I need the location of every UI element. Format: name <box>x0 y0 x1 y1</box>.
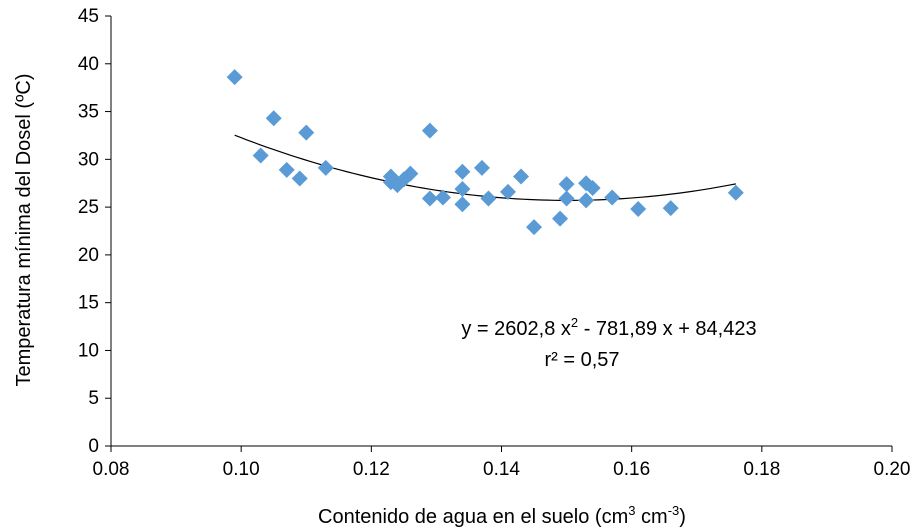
plot-area <box>110 16 892 447</box>
x-tick-label: 0.14 <box>483 459 520 480</box>
x-tick-label: 0.20 <box>874 459 911 480</box>
r-squared-label: r² = 0,57 <box>544 349 619 371</box>
y-tick-label: 0 <box>88 436 99 457</box>
x-tick-label: 0.18 <box>743 459 780 480</box>
y-tick-label: 20 <box>78 245 99 266</box>
data-point <box>454 180 471 197</box>
x-axis-title: Contenido de agua en el suelo (cm3 cm-3) <box>318 503 686 528</box>
y-tick-label: 5 <box>88 388 99 409</box>
data-point <box>558 190 575 207</box>
y-tick-label: 15 <box>78 293 99 314</box>
x-tick-label: 0.12 <box>353 459 390 480</box>
data-point <box>421 122 438 139</box>
data-point <box>402 165 419 182</box>
y-tick-label: 45 <box>78 6 99 27</box>
data-point <box>473 159 490 176</box>
data-point <box>526 219 543 236</box>
x-tick-label: 0.10 <box>223 459 260 480</box>
y-axis-ticks: 0 5 10 15 20 25 30 35 40 45 <box>78 6 111 457</box>
data-point <box>421 190 438 207</box>
data-point <box>662 200 679 217</box>
data-point <box>500 183 517 200</box>
y-tick-label: 30 <box>78 149 99 170</box>
data-point <box>604 189 621 206</box>
data-point <box>298 124 315 141</box>
data-point <box>252 147 269 164</box>
data-point <box>454 196 471 213</box>
data-point <box>480 190 497 207</box>
data-point <box>434 189 451 206</box>
data-points <box>226 69 744 236</box>
data-point <box>584 180 601 196</box>
data-point <box>513 168 530 185</box>
y-tick-label: 40 <box>78 54 99 75</box>
data-point <box>278 161 295 178</box>
y-tick-label: 25 <box>78 197 99 218</box>
data-point <box>558 176 575 193</box>
trendline-equation: y = 2602,8 x2 - 781,89 x + 84,423 <box>461 315 756 340</box>
data-point <box>727 184 744 201</box>
x-tick-label: 0.16 <box>613 459 650 480</box>
y-tick-label: 10 <box>78 340 99 361</box>
x-axis-ticks: 0.08 0.10 0.12 0.14 0.16 0.18 0.20 <box>93 446 911 480</box>
data-point <box>317 159 334 176</box>
x-tick-label: 0.08 <box>93 459 130 480</box>
data-point <box>265 110 282 127</box>
data-point <box>578 192 595 209</box>
data-point <box>630 201 647 218</box>
data-point <box>291 170 308 187</box>
y-tick-label: 35 <box>78 102 99 123</box>
data-point <box>226 69 243 86</box>
data-point <box>552 210 569 227</box>
y-axis-title: Temperatura mínima del Dosel (ºC) <box>13 74 35 387</box>
data-point <box>454 163 471 180</box>
